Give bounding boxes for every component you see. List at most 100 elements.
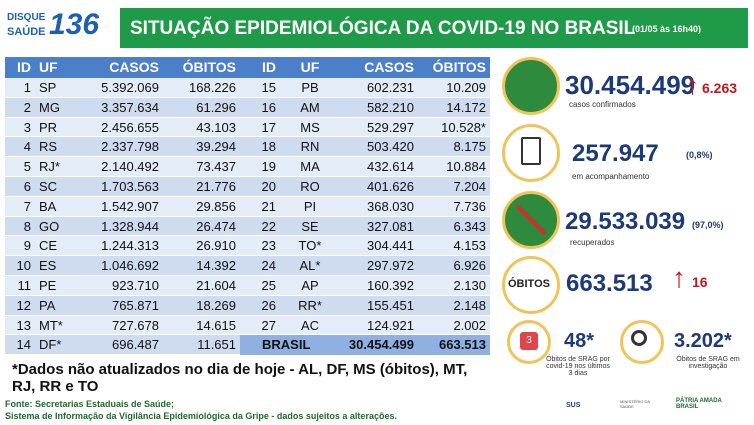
magnifier: [631, 330, 647, 346]
cell: 765.871: [112, 297, 159, 313]
cell: 10.209: [446, 80, 486, 95]
row-bg: [5, 256, 240, 275]
row-bg: [240, 315, 490, 335]
cell: PE: [39, 278, 57, 293]
cell: 20: [261, 179, 276, 194]
cell: 6.343: [453, 218, 486, 234]
row-bg: [240, 177, 490, 196]
cell: 29.856: [196, 198, 236, 214]
cell: 1.328.944: [101, 218, 159, 234]
investigation-value: 3.202*: [674, 330, 732, 352]
clipboard: [521, 137, 541, 165]
cell: 6: [23, 179, 31, 194]
cell: 18.269: [196, 297, 236, 313]
cell: 2.456.655: [101, 119, 159, 135]
cell: 21.604: [196, 278, 236, 293]
row-bg: [5, 157, 240, 176]
cell: 160.392: [367, 278, 414, 293]
footnote: *Dados não atualizados no dia de hoje - …: [12, 361, 468, 395]
cell: 22: [261, 218, 276, 234]
cell: 24: [261, 258, 276, 274]
column-header: ID: [17, 59, 31, 75]
cell: 25: [261, 278, 276, 293]
row-bg: [5, 276, 240, 295]
cell: 2.337.798: [101, 139, 159, 155]
source-2: Sistema de Informação da Vigilância Epid…: [5, 411, 397, 421]
cell: 9: [23, 238, 31, 254]
monitoring-value: 257.947: [572, 140, 659, 167]
cell: MG: [39, 99, 60, 115]
row-bg: [5, 216, 240, 236]
row-bg: [5, 335, 240, 355]
cell: AL*: [299, 258, 321, 274]
cell: 43.103: [196, 119, 236, 135]
cell: 21: [261, 198, 276, 214]
cell: SP: [39, 80, 57, 95]
row-bg: [5, 295, 240, 315]
cell: 1.046.692: [101, 258, 159, 274]
cell: 727.678: [112, 317, 159, 333]
recovered-label: recuperados: [570, 238, 615, 247]
cases-label: casos confirmados: [569, 100, 636, 109]
cell: MT*: [39, 317, 63, 333]
row-bg: [5, 137, 240, 157]
date: (01/05 às 16h40): [632, 24, 702, 34]
row-bg: [240, 117, 490, 137]
row-bg: [5, 196, 240, 216]
investigation-label: Óbitos de SRAG em investigação: [676, 356, 740, 370]
total-cell: BRASIL: [262, 337, 311, 353]
row-bg: [240, 196, 490, 216]
cell: 23: [261, 238, 276, 254]
cell: 696.487: [112, 337, 159, 353]
column-header: CASOS: [109, 59, 159, 75]
total-bg: [240, 335, 490, 356]
logo-gov: PÁTRIA AMADA BRASIL: [676, 398, 722, 410]
row-bg: [240, 276, 490, 295]
column-header: ÓBITOS: [182, 59, 236, 75]
cell: 16: [261, 99, 276, 115]
cell: 297.972: [367, 258, 414, 274]
cell: 4.153: [453, 238, 486, 254]
cell: 1.244.313: [101, 238, 159, 254]
recovered-value: 29.533.039: [565, 208, 686, 235]
cell: 61.296: [196, 99, 236, 115]
row-bg: [240, 256, 490, 275]
monitoring-percent: (0,8%): [686, 150, 713, 160]
icon-recovered: [502, 191, 560, 249]
row-bg: [240, 137, 490, 157]
cell: 26: [261, 297, 276, 313]
cell: 304.441: [367, 238, 414, 254]
row-bg: [240, 97, 490, 117]
cell: 17: [261, 119, 276, 135]
cell: 6.926: [453, 258, 486, 274]
cell: RN: [300, 139, 320, 155]
cell: BA: [39, 198, 57, 214]
total-cell: 663.513: [439, 337, 486, 353]
cell: 327.081: [367, 218, 414, 234]
srag-value: 48*: [564, 330, 595, 352]
deaths-arrow: ↑: [672, 262, 686, 293]
cell: 2.140.492: [101, 159, 159, 175]
cell: MA: [300, 159, 320, 175]
cell: 582.210: [367, 99, 414, 115]
cell: AM: [300, 99, 320, 115]
cell: 8: [23, 218, 31, 234]
cell: 14.392: [196, 258, 236, 274]
cell: 124.921: [367, 317, 414, 333]
cell: 15: [261, 80, 276, 95]
row-bg: [5, 236, 240, 256]
cell: 14.172: [446, 99, 486, 115]
cell: 4: [23, 139, 31, 155]
cell: PA: [39, 297, 56, 313]
title: SITUAÇÃO EPIDEMIOLÓGICA DA COVID-19 NO B…: [130, 18, 636, 39]
row-bg: [240, 295, 490, 315]
cell: 503.420: [367, 139, 414, 155]
cell: 3.357.634: [101, 99, 159, 115]
deaths-title: ÓBITOS: [508, 278, 550, 290]
cell: 12: [16, 297, 31, 313]
cell: 18: [261, 139, 276, 155]
cell: 26.474: [196, 218, 236, 234]
logo-sus: SUS: [566, 402, 581, 409]
cell: 11.651: [197, 337, 236, 353]
cell: SE: [301, 218, 319, 234]
